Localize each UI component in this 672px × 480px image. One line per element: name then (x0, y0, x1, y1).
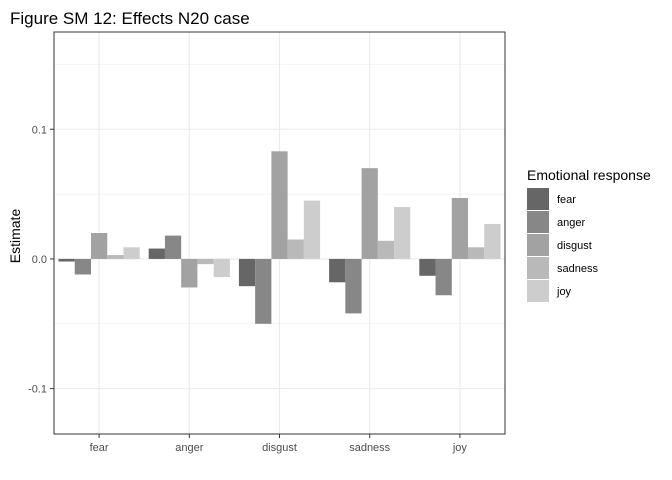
bar-sadness-sadness (377, 240, 395, 259)
legend-label-sadness: sadness (557, 263, 598, 275)
bar-joy-fear (123, 247, 140, 259)
x-tick-label: fear (90, 442, 109, 454)
bar-disgust-sadness (361, 168, 378, 259)
bar-anger-fear (74, 258, 91, 275)
x-axis: fear anger disgust sadness joy (90, 434, 468, 454)
bar-anger-disgust (255, 258, 272, 324)
bar-disgust-fear (90, 233, 108, 259)
legend-label-joy: joy (556, 286, 572, 298)
x-tick-label: disgust (262, 442, 297, 454)
legend: Emotional response fear anger disgust sadne… (527, 167, 651, 302)
bar-sadness-joy (468, 247, 485, 259)
bar-sadness-anger (197, 258, 214, 265)
bar-joy-joy (484, 223, 501, 259)
x-tick-label: anger (175, 442, 203, 454)
x-tick-label: sadness (349, 442, 390, 454)
legend-key-sadness (527, 257, 549, 279)
legend-title: Emotional response (527, 167, 651, 183)
bar-anger-sadness (345, 258, 362, 314)
bar-sadness-fear (107, 255, 124, 259)
y-tick-label: 0.0 (32, 254, 47, 266)
legend-key-disgust (527, 234, 549, 256)
bar-anger-anger (164, 235, 182, 259)
chart-title: Figure SM 12: Effects N20 case (10, 9, 250, 28)
bar-sadness-disgust (287, 239, 304, 259)
bar-fear-joy (419, 258, 436, 276)
legend-key-anger (527, 211, 549, 233)
bar-joy-disgust (303, 200, 321, 259)
bar-fear-sadness (329, 258, 346, 283)
bars (58, 151, 501, 324)
bar-fear-disgust (238, 258, 256, 287)
bar-joy-anger (213, 258, 230, 278)
bar-disgust-joy (451, 197, 469, 259)
y-axis-title: Estimate (7, 209, 23, 264)
bar-disgust-anger (181, 258, 198, 288)
y-tick-label: 0.1 (32, 124, 47, 136)
legend-label-anger: anger (557, 217, 585, 229)
bar-fear-fear (58, 258, 75, 262)
x-tick-label: joy (452, 442, 468, 454)
y-tick-label: -0.1 (28, 384, 47, 396)
bar-joy-sadness (394, 207, 411, 259)
bar-disgust-disgust (271, 151, 288, 259)
bar-anger-joy (435, 258, 452, 296)
y-axis: -0.1 0.0 0.1 (28, 124, 54, 396)
legend-key-fear (527, 188, 549, 210)
legend-label-disgust: disgust (557, 240, 592, 252)
legend-key-joy (527, 280, 549, 302)
legend-label-fear: fear (557, 194, 576, 206)
bar-fear-anger (148, 248, 165, 259)
